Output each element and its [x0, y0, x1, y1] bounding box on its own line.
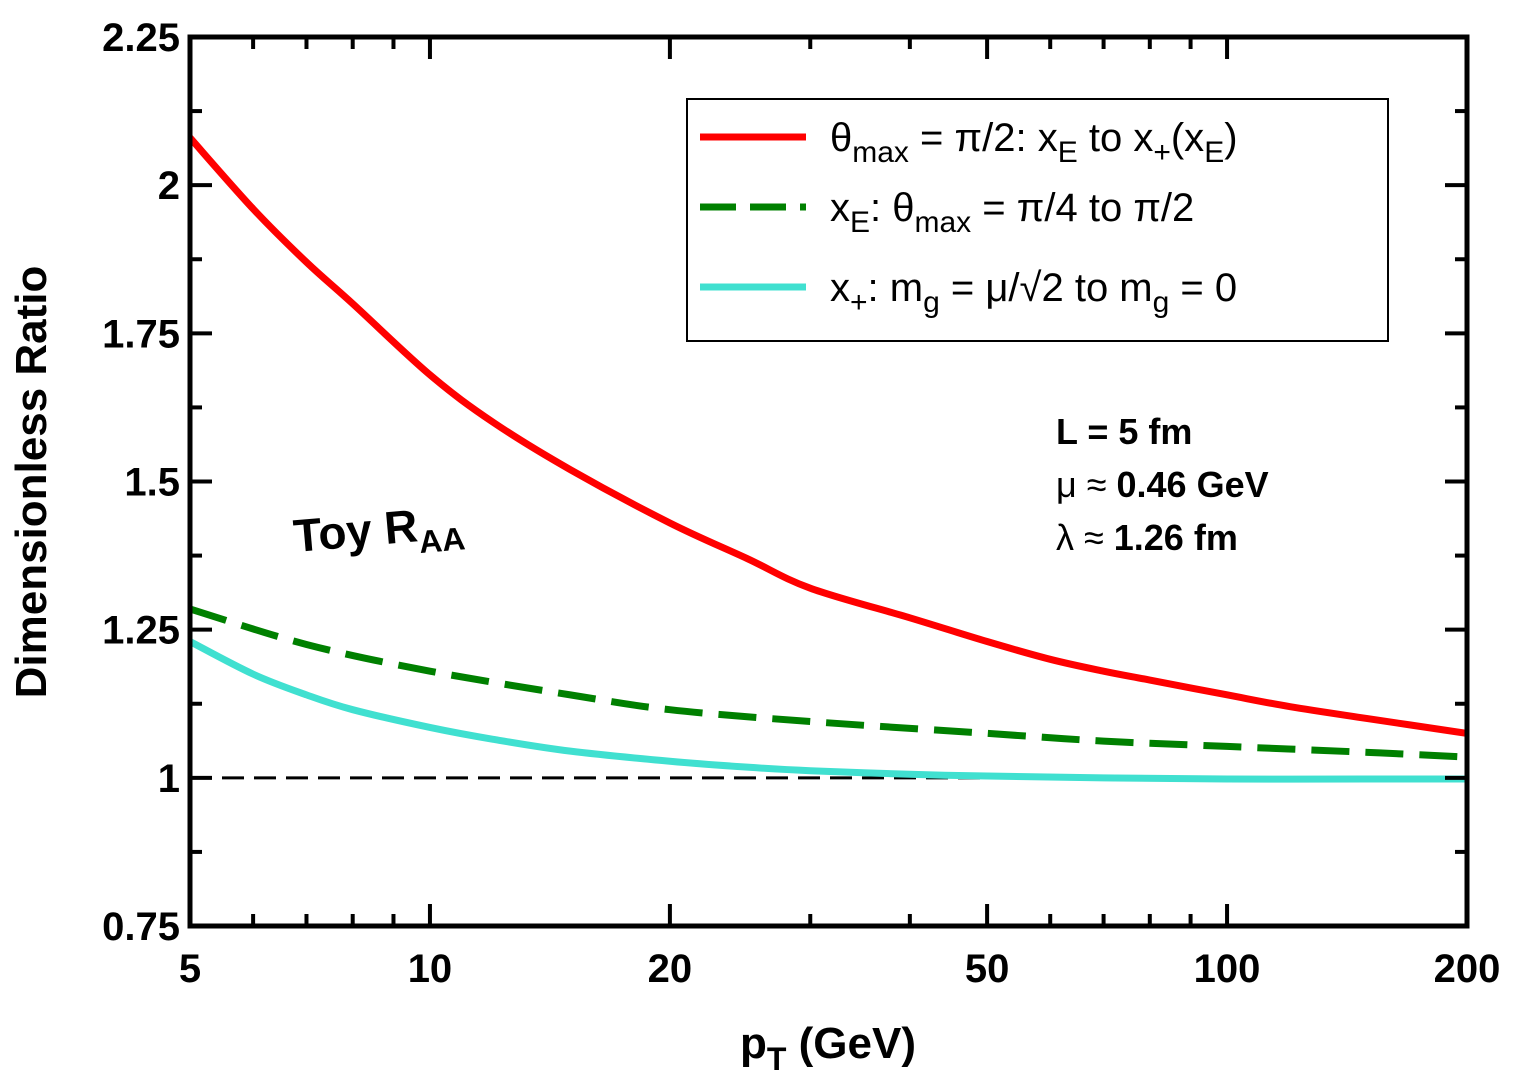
- legend-label-1: θmax = π/2: xE to x+(xE): [830, 116, 1238, 169]
- series-layer: [190, 135, 1467, 783]
- legend-label-3: x+: mg = μ/√2 to mg = 0: [830, 266, 1237, 319]
- y-tick-label: 1.75: [102, 312, 180, 356]
- y-tick-label: 2: [158, 164, 180, 208]
- param-note-2: μ ≈ 0.46 GeV: [1056, 464, 1269, 505]
- series-line-2: [190, 605, 1467, 761]
- legend: θmax = π/2: xE to x+(xE) xE: θmax = π/4 t…: [686, 98, 1389, 342]
- x-tick-label: 10: [408, 947, 453, 991]
- x-tick-label: 20: [648, 947, 693, 991]
- tick-labels: 5 10 20 50 100 200 0.75 1 1.25 1.5 1.75 2 2.25: [102, 16, 1500, 991]
- y-tick-label: 0.75: [102, 905, 180, 949]
- series-line-3: [190, 638, 1467, 783]
- param-note-3: λ ≈ 1.26 fm: [1056, 517, 1238, 558]
- x-tick-label: 200: [1434, 947, 1501, 991]
- legend-label-2: xE: θmax = π/4 to π/2: [830, 186, 1194, 239]
- param-note-1: L = 5 fm: [1056, 411, 1192, 452]
- parameter-notes: L = 5 fm μ ≈ 0.46 GeV λ ≈ 1.26 fm: [1056, 411, 1269, 558]
- x-tick-label: 100: [1194, 947, 1261, 991]
- y-tick-label: 1.5: [124, 461, 180, 505]
- x-tick-label: 50: [965, 947, 1010, 991]
- x-axis-title: pT (GeV): [740, 1019, 916, 1077]
- y-tick-label: 1.25: [102, 609, 180, 653]
- ticks-layer: [188, 35, 1469, 928]
- y-tick-label: 1: [158, 757, 180, 801]
- toy-raa-label: Toy RAA: [291, 495, 466, 571]
- y-tick-label: 2.25: [102, 16, 180, 60]
- y-axis-title: Dimensionless Ratio: [7, 266, 56, 699]
- series-line-1: [190, 135, 1467, 737]
- x-tick-label: 5: [179, 947, 201, 991]
